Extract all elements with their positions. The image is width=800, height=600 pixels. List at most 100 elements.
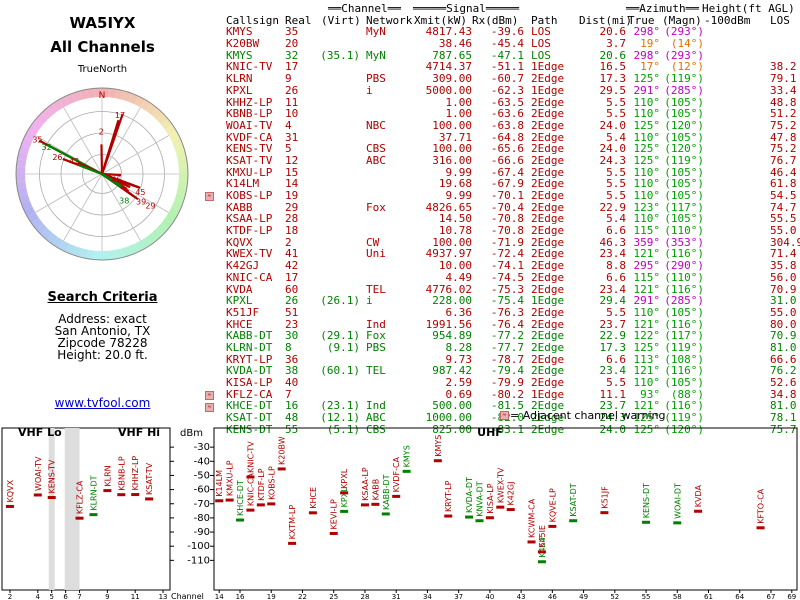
cell-path: 1Edge: [531, 387, 565, 401]
station-marker: [267, 502, 276, 506]
cell-magn: (105°): [664, 376, 704, 389]
group-azimuth: ══Azimuth══: [626, 2, 699, 15]
db-tick-label: -30: [194, 442, 210, 453]
station-marker-label: KISA-LP: [486, 483, 495, 513]
table-row: KPXL 26 i 5000.00 -62.3 1Edge 29.5 291° (285°) 33…: [226, 83, 797, 97]
cell-cs: KWEX-TV: [226, 247, 273, 261]
channel-tick-label: 52: [610, 593, 619, 600]
db-tick-label: -100: [187, 541, 210, 552]
cell-magn: (119°): [664, 153, 704, 167]
station-marker-label: KMYS: [403, 445, 412, 467]
cell-real: 14: [285, 177, 299, 191]
station-marker-label: KVDA-DT: [465, 477, 474, 513]
cell-rx: -47.1: [490, 48, 524, 62]
cell-xmit: 1991.56: [425, 317, 472, 331]
cell-net: Ind: [366, 399, 386, 413]
outer-ring: [15, 87, 189, 261]
station-marker: [381, 512, 390, 516]
website-link[interactable]: www.tvfool.com: [54, 396, 151, 410]
cell-dist: 23.7: [599, 317, 627, 331]
vhf-frame: [1, 427, 171, 591]
cell-true: 110°: [633, 177, 661, 191]
cell-real: 40: [285, 376, 299, 389]
cell-xmit: 4776.02: [425, 282, 472, 296]
cell-path: 2Edge: [531, 376, 565, 389]
compass-ring-segment: [16, 180, 27, 189]
cell-los: 80.0: [770, 317, 797, 331]
cell-true: 110°: [633, 305, 661, 319]
table-group-header: ══Channel══ ═════Signal═════ ══Azimuth══…: [226, 3, 796, 15]
cell-real: 29: [285, 200, 299, 214]
cell-cs: KFLZ-CA: [226, 387, 273, 401]
cell-xmit: 987.42: [432, 364, 472, 378]
cell-net: MyN: [366, 25, 386, 39]
cell-net: i: [366, 83, 373, 97]
compass-ring-segment: [87, 88, 96, 99]
cell-real: 2: [285, 235, 292, 249]
station-marker-label: KRYT-LP: [444, 480, 453, 512]
cell-real: 15: [285, 165, 299, 179]
table-row: WOAI-TV 4 NBC 100.00 -63.8 2Edge 24.0 125° (120°…: [226, 118, 797, 132]
cell-dist: 22.9: [599, 329, 627, 343]
cell-path: 2Edge: [531, 352, 565, 366]
cell-true: 17°: [640, 60, 660, 74]
station-marker-label: KBNB-LP: [117, 456, 126, 491]
cell-xmit: 100.00: [432, 118, 472, 132]
cell-rx: -77.2: [490, 329, 524, 343]
cell-path: 1Edge: [531, 60, 565, 74]
compass-ring-segment: [174, 193, 186, 204]
cell-virt: (35.1): [320, 48, 360, 62]
table-row: KVDF-CA 31 37.71 -64.8 2Edge 5.4 110° (105°) 47.…: [226, 130, 797, 144]
cell-dist: 29.5: [599, 83, 627, 97]
station-ray-label: 2: [99, 128, 104, 137]
cell-xmit: 100.00: [432, 235, 472, 249]
cell-virt: (23.1): [320, 399, 360, 413]
table-row: K20BW 20 38.46 -45.4 LOS 3.7 19° (14°): [226, 38, 796, 50]
compass-ring-segment: [72, 90, 83, 102]
cell-los: 52.6: [770, 376, 797, 389]
cell-los: 74.7: [770, 200, 797, 214]
table-row: KOBS-LP 19 9.99 -70.1 2Edge 5.5 110° (105°) 54.5: [226, 189, 797, 202]
station-marker: [215, 499, 224, 503]
db-tick-label: -40: [194, 456, 210, 467]
cell-xmit: 100.00: [432, 142, 472, 156]
compass-ring-segment: [79, 248, 89, 259]
compass-ring-segment: [134, 96, 145, 108]
cell-true: 110°: [633, 165, 661, 179]
cell-dist: 23.7: [599, 399, 627, 413]
cell-magn: (108°): [664, 352, 704, 366]
station-ray: [101, 172, 122, 177]
cell-los: 54.5: [770, 189, 797, 202]
compass-ring-segment: [16, 174, 26, 182]
cell-cs: KISA-LP: [226, 376, 273, 389]
uhf-label: UHF: [477, 426, 503, 439]
cell-los: 51.2: [770, 107, 797, 121]
cell-magn: (119°): [664, 72, 704, 86]
cell-magn: (116°): [664, 247, 704, 261]
criteria-title: Search Criteria: [47, 290, 158, 305]
cell-cs: KMXU-LP: [226, 165, 273, 179]
table-row: KHCE-DT 16 (23.1) Ind 500.00 -81.5 2Edge 23.7 12…: [226, 399, 797, 413]
station-ray-label: 42: [69, 157, 79, 166]
station-marker: [548, 524, 557, 528]
spoke-line: [101, 107, 141, 175]
compass-ring-segment: [140, 99, 152, 111]
station-marker-label: K51JF: [600, 486, 609, 509]
station-marker: [256, 503, 265, 507]
cell-los: 46.4: [770, 165, 797, 179]
cell-cs: KVDF-CA: [226, 130, 273, 144]
cell-xmit: 4817.43: [425, 25, 472, 39]
station-marker: [131, 493, 140, 497]
station-marker-label: KNVA-DT: [475, 481, 484, 517]
db-tick-label: -110: [187, 555, 210, 566]
cell-magn: (105°): [664, 95, 704, 109]
cell-dist: 20.6: [599, 25, 627, 39]
cell-los: 47.8: [770, 130, 797, 144]
cell-dist: 23.4: [599, 247, 627, 261]
db-tick-label: -90: [194, 527, 210, 538]
compass-ring-segment: [18, 193, 30, 204]
channel-tick-label: 22: [298, 593, 307, 600]
cell-net: Ind: [366, 317, 386, 331]
adjacent-warning-icon: ≈: [205, 192, 214, 202]
cell-real: 30: [285, 329, 299, 343]
